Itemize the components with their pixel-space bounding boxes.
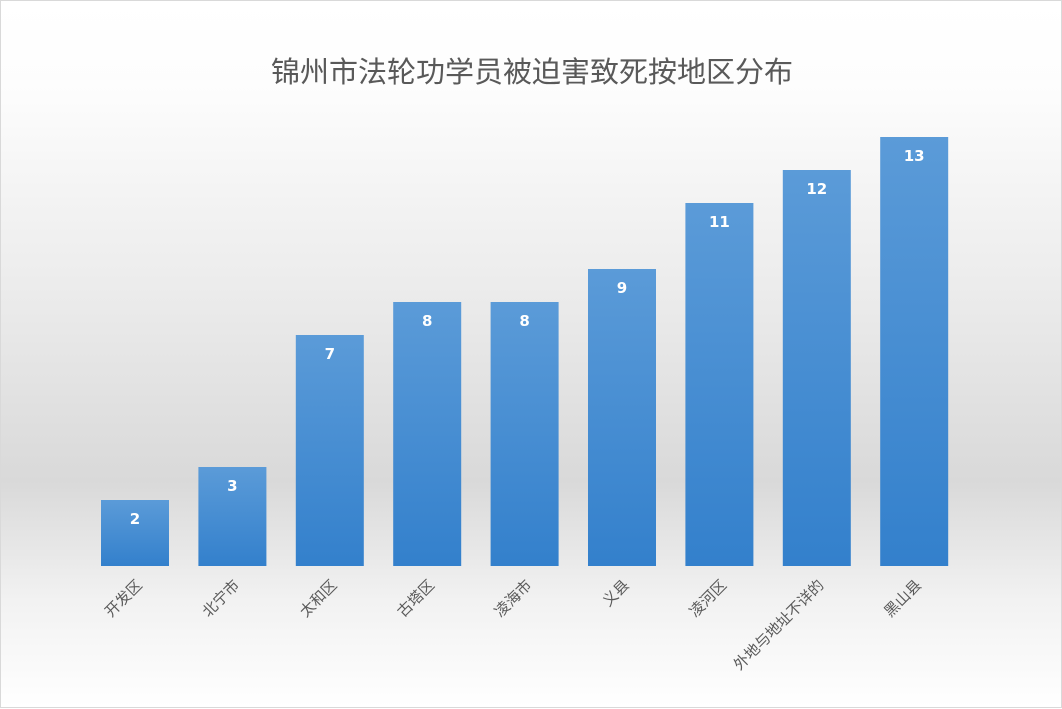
bar [198, 467, 267, 566]
data-label: 2 [130, 510, 140, 528]
x-tick-label: 凌河区 [686, 576, 731, 621]
x-tick-label: 北宁市 [199, 576, 244, 621]
data-label: 7 [325, 345, 335, 363]
bar [782, 170, 851, 566]
data-label: 11 [709, 213, 730, 231]
x-tick-label: 太和区 [296, 576, 341, 621]
data-label: 8 [422, 312, 432, 330]
data-label: 13 [904, 147, 925, 165]
x-tick-label: 古塔区 [393, 576, 438, 621]
bar [490, 302, 559, 566]
data-label: 12 [806, 180, 827, 198]
bar [393, 302, 462, 566]
data-label: 8 [519, 312, 529, 330]
x-tick-label: 义县 [599, 576, 633, 610]
bar [588, 269, 656, 566]
x-tick-label: 开发区 [101, 576, 146, 621]
bar [685, 203, 754, 566]
x-tick-label: 黑山县 [880, 576, 925, 621]
data-label: 3 [227, 477, 237, 495]
x-tick-label: 外地与地址不详的 [730, 576, 828, 674]
bar [101, 500, 169, 566]
x-tick-label: 凌海市 [491, 576, 536, 621]
bar [880, 137, 949, 566]
chart-title: 锦州市法轮功学员被迫害致死按地区分布 [270, 55, 793, 89]
bar [295, 335, 364, 566]
data-label: 9 [617, 279, 627, 297]
